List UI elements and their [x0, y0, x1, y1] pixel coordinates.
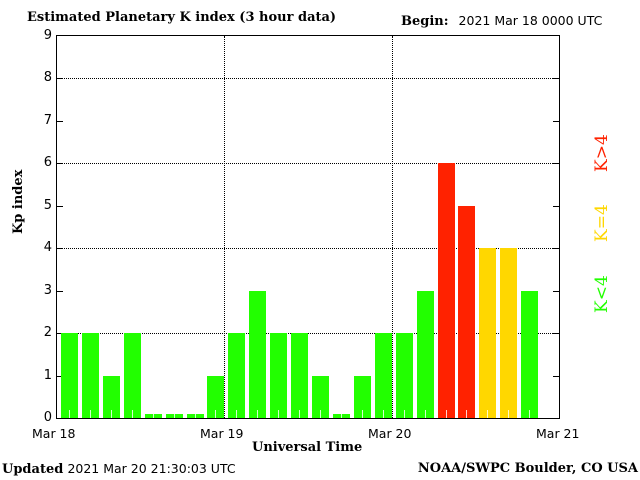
kp-bar	[61, 333, 78, 418]
y-tick-mark	[553, 248, 559, 250]
kp-bar	[144, 410, 162, 418]
y-tick-mark	[553, 375, 559, 377]
kp-bar	[165, 410, 183, 418]
y-tick-mark	[57, 163, 63, 165]
kp-bar	[479, 248, 497, 418]
kp-bar	[521, 290, 539, 419]
y-axis-title: Kp index	[11, 169, 26, 234]
y-tick-mark	[553, 78, 559, 80]
y-tick-label: 0	[43, 410, 52, 425]
y-tick-mark	[57, 120, 63, 122]
kp-bar	[500, 248, 518, 418]
y-tick-mark	[553, 290, 559, 292]
y-tick-mark	[57, 78, 63, 80]
y-tick-mark	[553, 205, 559, 207]
y-tick-label: 8	[43, 70, 52, 86]
kp-bar	[312, 375, 329, 419]
updated-value: 2021 Mar 20 21:30:03 UTC	[67, 461, 236, 476]
begin-label: Begin:	[401, 14, 449, 29]
y-tick-label: 6	[43, 155, 52, 171]
y-tick-label: 5	[43, 197, 52, 213]
y-tick-mark	[57, 375, 63, 377]
chart-title: Estimated Planetary K index (3 hour data…	[27, 10, 337, 25]
plot-area	[56, 35, 560, 419]
gridline-y-8	[57, 78, 559, 80]
kp-bar	[416, 290, 434, 419]
kp-bar	[374, 333, 392, 418]
gridline-y-4	[57, 248, 559, 250]
y-tick-mark	[57, 248, 63, 250]
legend-item-equal4: K=4	[592, 204, 612, 242]
gridline-x-mar-20	[391, 36, 393, 418]
kp-bar	[186, 410, 204, 418]
kp-bar	[207, 375, 225, 419]
updated-time: Updated 2021 Mar 20 21:30:03 UTC	[2, 461, 236, 477]
kp-bar	[291, 333, 309, 418]
begin-time: Begin: 2021 Mar 18 0000 UTC	[401, 13, 602, 29]
kp-bar	[123, 333, 141, 418]
x-tick-label: Mar 19	[200, 426, 244, 441]
kp-bar	[228, 333, 246, 418]
kp-bar	[102, 375, 120, 419]
x-tick-label: Mar 18	[32, 426, 76, 441]
kp-bar	[332, 410, 350, 418]
y-tick-mark	[553, 333, 559, 335]
kp-bar	[395, 333, 413, 418]
y-tick-label: 4	[43, 240, 52, 256]
x-tick-label: Mar 20	[368, 426, 412, 441]
begin-value: 2021 Mar 18 0000 UTC	[458, 13, 603, 28]
kp-bar	[270, 333, 288, 418]
y-tick-mark	[57, 333, 63, 335]
y-tick-label: 1	[43, 367, 52, 383]
kp-bar	[81, 333, 99, 418]
legend-item-above4: K>4	[592, 134, 612, 172]
y-tick-label: 3	[43, 282, 52, 298]
y-tick-mark	[57, 205, 63, 207]
gridline-x-mar-19	[224, 36, 226, 418]
x-axis-title: Universal Time	[252, 440, 363, 455]
y-tick-mark	[553, 120, 559, 122]
kp-bar	[437, 163, 455, 418]
updated-label: Updated	[2, 462, 64, 477]
y-tick-label: 7	[43, 112, 52, 128]
gridline-y-6	[57, 163, 559, 165]
y-tick-label: 9	[43, 28, 52, 43]
x-tick-label: Mar 21	[536, 426, 580, 441]
kp-bar	[249, 290, 267, 419]
y-tick-mark	[553, 163, 559, 165]
legend-item-below4: K<4	[592, 275, 612, 313]
y-tick-mark	[57, 290, 63, 292]
kp-bar	[353, 375, 371, 419]
credit: NOAA/SWPC Boulder, CO USA	[417, 461, 638, 476]
y-tick-label: 2	[43, 325, 52, 341]
kp-bar	[458, 205, 476, 419]
